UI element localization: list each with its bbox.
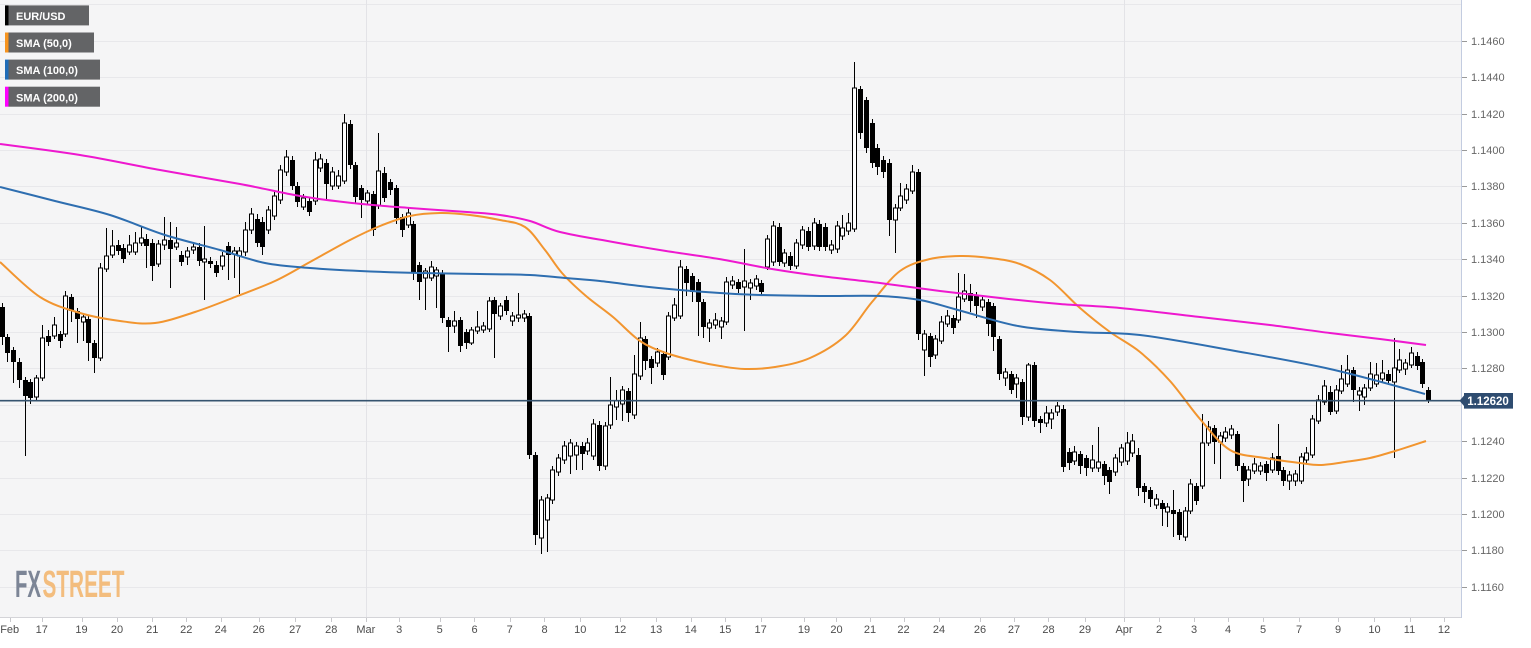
svg-text:11: 11 xyxy=(1404,624,1415,636)
svg-text:28: 28 xyxy=(325,624,337,636)
svg-text:Feb: Feb xyxy=(0,624,19,636)
svg-text:1.1180: 1.1180 xyxy=(1471,545,1504,557)
svg-text:15: 15 xyxy=(719,624,731,636)
svg-text:26: 26 xyxy=(253,624,265,636)
svg-text:1.1340: 1.1340 xyxy=(1471,254,1505,266)
svg-text:29: 29 xyxy=(1079,624,1091,636)
svg-text:1.1320: 1.1320 xyxy=(1471,291,1505,303)
svg-text:3: 3 xyxy=(396,624,402,636)
svg-text:1.1400: 1.1400 xyxy=(1471,145,1505,157)
svg-text:1.1220: 1.1220 xyxy=(1471,473,1505,485)
svg-text:22: 22 xyxy=(180,624,192,636)
svg-text:17: 17 xyxy=(36,624,48,636)
svg-text:6: 6 xyxy=(471,624,477,636)
svg-text:1.1200: 1.1200 xyxy=(1471,509,1505,521)
svg-text:10: 10 xyxy=(574,624,586,636)
svg-text:3: 3 xyxy=(1191,624,1197,636)
svg-text:27: 27 xyxy=(289,624,301,636)
svg-text:20: 20 xyxy=(830,624,842,636)
svg-text:8: 8 xyxy=(541,624,547,636)
svg-text:EUR/USD: EUR/USD xyxy=(16,11,66,23)
svg-text:1.1360: 1.1360 xyxy=(1471,218,1505,230)
svg-text:STREET: STREET xyxy=(43,564,125,606)
svg-text:10: 10 xyxy=(1368,624,1380,636)
svg-text:12: 12 xyxy=(614,624,626,636)
svg-text:20: 20 xyxy=(111,624,123,636)
svg-text:1.1380: 1.1380 xyxy=(1471,181,1505,193)
svg-text:17: 17 xyxy=(754,624,766,636)
svg-text:1.1240: 1.1240 xyxy=(1471,436,1505,448)
svg-text:12: 12 xyxy=(1438,624,1450,636)
svg-text:21: 21 xyxy=(864,624,876,636)
svg-text:1.1460: 1.1460 xyxy=(1471,36,1505,48)
svg-text:24: 24 xyxy=(215,624,227,636)
svg-text:5: 5 xyxy=(1260,624,1266,636)
svg-text:SMA (200,0): SMA (200,0) xyxy=(16,92,78,104)
svg-text:14: 14 xyxy=(685,624,697,636)
svg-text:1.1420: 1.1420 xyxy=(1471,109,1505,121)
svg-text:1.1160: 1.1160 xyxy=(1471,582,1504,594)
svg-text:26: 26 xyxy=(974,624,986,636)
svg-text:1.1440: 1.1440 xyxy=(1471,72,1505,84)
svg-text:21: 21 xyxy=(146,624,158,636)
svg-text:SMA (50,0): SMA (50,0) xyxy=(16,38,72,50)
svg-text:SMA (100,0): SMA (100,0) xyxy=(16,65,78,77)
svg-text:24: 24 xyxy=(933,624,945,636)
svg-text:22: 22 xyxy=(897,624,909,636)
svg-text:1.1300: 1.1300 xyxy=(1471,327,1505,339)
svg-text:FX: FX xyxy=(15,564,41,606)
svg-text:19: 19 xyxy=(798,624,810,636)
svg-text:19: 19 xyxy=(75,624,87,636)
svg-text:27: 27 xyxy=(1008,624,1020,636)
svg-text:1.1280: 1.1280 xyxy=(1471,363,1505,375)
svg-text:2: 2 xyxy=(1156,624,1162,636)
svg-text:5: 5 xyxy=(437,624,443,636)
svg-text:1.12620: 1.12620 xyxy=(1467,396,1509,408)
svg-text:7: 7 xyxy=(1296,624,1302,636)
svg-text:28: 28 xyxy=(1042,624,1054,636)
svg-text:Mar: Mar xyxy=(356,624,375,636)
svg-text:4: 4 xyxy=(1225,624,1231,636)
svg-text:7: 7 xyxy=(507,624,513,636)
svg-text:9: 9 xyxy=(1335,624,1341,636)
svg-text:13: 13 xyxy=(650,624,662,636)
svg-text:Apr: Apr xyxy=(1115,624,1132,636)
